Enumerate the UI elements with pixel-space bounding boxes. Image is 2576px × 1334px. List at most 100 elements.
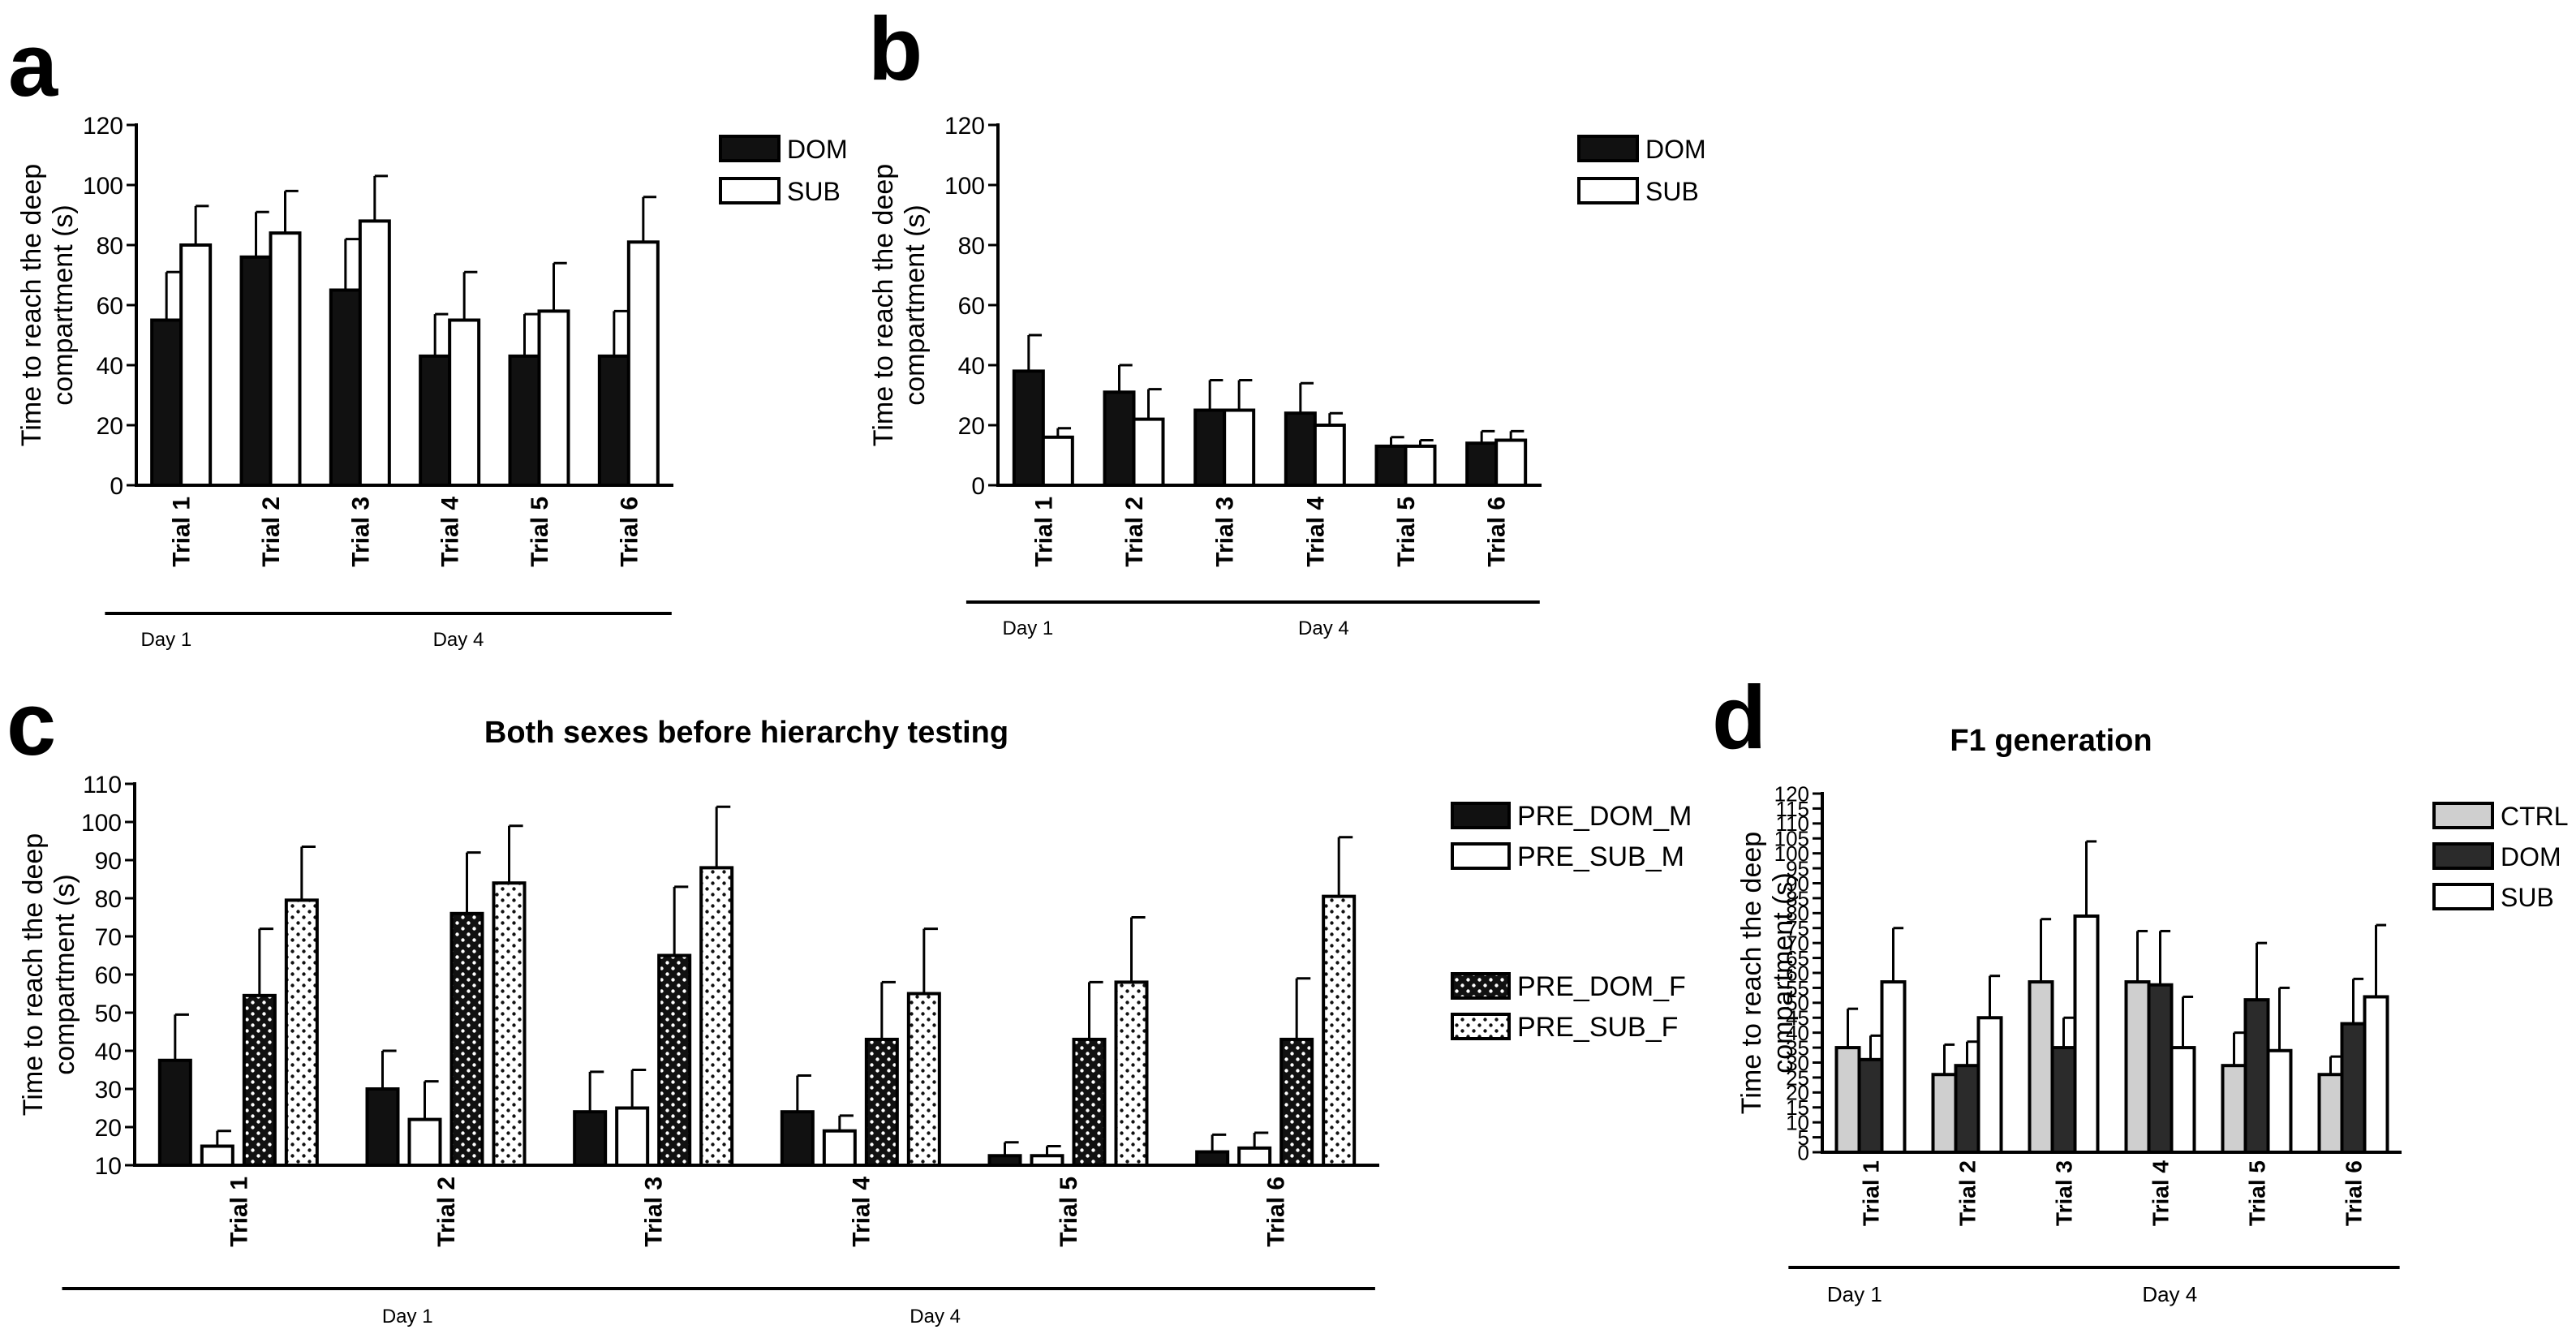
- bar-sub-trial-2: [1132, 417, 1165, 487]
- panel-c: c Both sexes before hierarchy testing Time…: [6, 674, 1692, 1328]
- y-tick-label: 110: [1776, 811, 1809, 836]
- bar-pre-sub-f-trial-1: [284, 898, 319, 1167]
- x-tick-label: Trial 3: [1212, 497, 1239, 567]
- y-tick-label: 60: [958, 293, 985, 320]
- x-tick-label: Trial 4: [848, 1177, 875, 1247]
- legend-swatch: [719, 135, 781, 162]
- y-axis-label: Time to reach the deepcompartment (s): [18, 833, 80, 1116]
- group-label: Day 1: [140, 629, 191, 651]
- x-tick-label: Trial 5: [2244, 1160, 2269, 1226]
- bar-pre-dom-m-trial-3: [573, 1110, 608, 1167]
- bar-ctrl-trial-6: [2317, 1073, 2344, 1154]
- y-tick-label: 25: [1786, 1065, 1809, 1090]
- bar-sub-trial-2: [1976, 1016, 2003, 1154]
- bar-dom-trial-3: [1193, 408, 1227, 487]
- y-tick-label: 10: [1786, 1111, 1809, 1135]
- bar-dom-trial-1: [150, 318, 183, 487]
- bar-dom-trial-1: [1012, 369, 1045, 487]
- bar-pre-sub-f-trial-6: [1322, 894, 1357, 1168]
- bar-ctrl-trial-2: [1931, 1073, 1958, 1154]
- bar-dom-trial-3: [2050, 1046, 2077, 1155]
- bar-sub-trial-3: [2073, 914, 2100, 1155]
- y-axis-label: Time to reach the deepcompartment (s): [16, 164, 79, 446]
- x-tick-label: Trial 3: [2051, 1160, 2076, 1226]
- bar-pre-sub-m-trial-3: [615, 1106, 650, 1167]
- bar-dom-trial-3: [329, 288, 362, 487]
- y-tick-label: 35: [1786, 1035, 1809, 1060]
- y-tick-label: 50: [95, 1000, 122, 1027]
- y-tick-label: 20: [97, 413, 123, 440]
- y-tick-label: 80: [97, 233, 123, 260]
- legend-label: SUB: [787, 177, 841, 206]
- panel-letter: d: [1712, 668, 1766, 768]
- legend-swatch: [1451, 802, 1511, 829]
- bar-sub-trial-6: [626, 240, 660, 487]
- bar-sub-trial-2: [269, 231, 302, 487]
- y-tick-label: 100: [944, 173, 985, 200]
- group-label: Day 1: [1827, 1282, 1882, 1306]
- bar-dom-trial-4: [1284, 411, 1317, 488]
- legend-label: SUB: [2501, 883, 2554, 912]
- x-tick-label: Trial 3: [641, 1177, 668, 1247]
- legend-label: SUB: [1645, 177, 1699, 206]
- y-tick-label: 20: [1786, 1081, 1809, 1105]
- panel-letter: c: [6, 674, 56, 774]
- x-tick-label: Trial 5: [1056, 1177, 1082, 1247]
- x-tick-label: Trial 6: [1263, 1177, 1290, 1247]
- bar-pre-dom-f-trial-6: [1279, 1037, 1314, 1168]
- y-tick-label: 120: [944, 113, 985, 140]
- x-tick-label: Trial 5: [1393, 497, 1420, 567]
- x-tick-label: Trial 1: [1858, 1160, 1883, 1226]
- bar-pre-dom-f-trial-4: [864, 1037, 899, 1168]
- bar-ctrl-trial-4: [2124, 980, 2151, 1155]
- y-tick-label: 10: [95, 1153, 122, 1180]
- bar-pre-sub-f-trial-5: [1114, 980, 1149, 1168]
- bar-dom-trial-5: [2243, 998, 2270, 1155]
- chart-title: Both sexes before hierarchy testing: [484, 716, 1008, 750]
- x-tick-label: Trial 5: [527, 497, 553, 567]
- y-tick-label: 60: [95, 962, 122, 989]
- x-tick-label: Trial 2: [1955, 1160, 1980, 1226]
- chart-title: F1 generation: [1950, 724, 2152, 758]
- x-tick-label: Trial 4: [437, 497, 464, 567]
- legend-label: PRE_DOM_F: [1517, 971, 1686, 1002]
- x-tick-label: Trial 2: [1121, 497, 1148, 567]
- bar-ctrl-trial-3: [2028, 980, 2054, 1155]
- group-label: Day 4: [433, 629, 484, 651]
- bar-dom-trial-2: [1954, 1064, 1980, 1155]
- y-tick-label: 0: [1798, 1140, 1809, 1164]
- bar-sub-trial-1: [1880, 980, 1907, 1155]
- bar-dom-trial-2: [239, 255, 273, 487]
- y-tick-label: 20: [958, 413, 985, 440]
- legend-label: DOM: [1645, 135, 1706, 164]
- y-tick-label: 105: [1774, 827, 1809, 851]
- y-tick-label: 90: [95, 848, 122, 875]
- panel-d: d F1 generation Time to reach the deepcomp…: [1712, 668, 2569, 1306]
- y-tick-label: 80: [95, 886, 122, 913]
- x-tick-label: Trial 1: [1030, 497, 1057, 567]
- group-label: Day 4: [910, 1306, 961, 1328]
- group-label: Day 1: [382, 1306, 433, 1328]
- bar-pre-dom-f-trial-5: [1072, 1037, 1107, 1168]
- y-tick-label: 100: [83, 173, 123, 200]
- y-tick-label: 100: [1774, 841, 1809, 866]
- bar-pre-sub-f-trial-4: [906, 992, 941, 1167]
- bar-sub-trial-6: [2363, 995, 2389, 1155]
- y-tick-label: 55: [1786, 976, 1809, 1000]
- bar-pre-sub-m-trial-2: [407, 1117, 442, 1167]
- legend-label: DOM: [787, 135, 848, 164]
- bar-pre-dom-m-trial-1: [157, 1058, 192, 1167]
- bar-pre-dom-m-trial-4: [780, 1110, 815, 1167]
- y-axis-label: Time to reach the deepcompartment (s): [1736, 832, 1799, 1114]
- x-tick-label: Trial 6: [616, 497, 643, 567]
- panel-letter: a: [8, 15, 58, 115]
- y-tick-label: 120: [1774, 781, 1809, 806]
- x-tick-label: Trial 1: [169, 497, 196, 567]
- bar-dom-trial-6: [1465, 441, 1499, 488]
- bar-ctrl-trial-5: [2221, 1064, 2247, 1155]
- bar-pre-dom-f-trial-1: [242, 993, 277, 1167]
- bar-pre-sub-m-trial-5: [1030, 1154, 1064, 1167]
- bar-pre-dom-m-trial-6: [1195, 1150, 1230, 1168]
- bar-sub-trial-5: [1404, 444, 1437, 488]
- group-label: Day 4: [1298, 618, 1349, 639]
